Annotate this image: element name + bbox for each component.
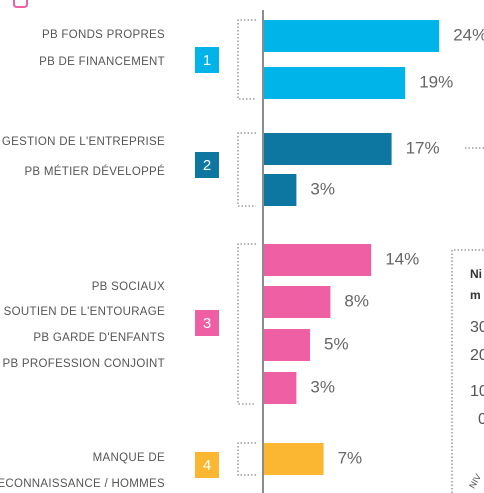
group-badge (195, 452, 219, 478)
category-label: PB SOCIAUX (92, 281, 165, 293)
annotation: NIV (467, 472, 483, 490)
annotation: 0 (478, 411, 484, 428)
group-badge (195, 310, 219, 336)
category-label: PB SOUTIEN DE L'ENTOURAGE (0, 306, 165, 318)
bar (264, 67, 406, 99)
value-label: 8% (344, 291, 369, 310)
bar (264, 286, 331, 318)
category-label: PB PROFESSION CONJOINT (2, 358, 165, 370)
bar (264, 372, 297, 404)
bar (264, 329, 310, 361)
value-label: 3% (310, 377, 335, 396)
group-number: 3 (203, 315, 211, 332)
bracket (237, 19, 256, 100)
group-badge (195, 152, 219, 178)
bracket (237, 243, 256, 405)
bar (264, 20, 440, 52)
group-number: 1 (203, 52, 211, 69)
category-label: PB DE FINANCEMENT (39, 56, 165, 68)
bracket (237, 132, 256, 207)
annotation: Ni (470, 267, 482, 281)
value-label: 19% (419, 72, 453, 91)
value-label: 24% (453, 25, 484, 44)
value-label: 5% (324, 334, 349, 353)
group-badge (195, 47, 219, 73)
value-label: 3% (310, 179, 335, 198)
annotation: 20 (470, 347, 484, 364)
bar (264, 133, 392, 165)
category-label: PB GESTION DE L'ENTREPRISE (0, 136, 165, 148)
bar (264, 443, 324, 475)
annotation: 10 (470, 383, 484, 400)
annotation: 30 (470, 319, 484, 336)
category-label: PB MÉTIER DÉVELOPPÉ (24, 165, 165, 178)
category-label: PB GARDE D'ENFANTS (33, 332, 165, 344)
side-box (451, 249, 484, 493)
category-label: RECONNAISSANCE / HOMMES (0, 478, 165, 490)
value-label: 7% (338, 448, 363, 467)
decoration (13, 0, 28, 8)
bar (264, 174, 297, 206)
bar (264, 244, 372, 276)
category-label: PB FONDS PROPRES (42, 29, 165, 41)
value-label: 17% (406, 138, 440, 157)
group-number: 2 (203, 157, 211, 174)
bracket (237, 442, 256, 476)
category-label: MANQUE DE (93, 452, 165, 464)
group-number: 4 (203, 457, 211, 474)
annotation: m (470, 288, 481, 302)
value-label: 14% (385, 249, 419, 268)
